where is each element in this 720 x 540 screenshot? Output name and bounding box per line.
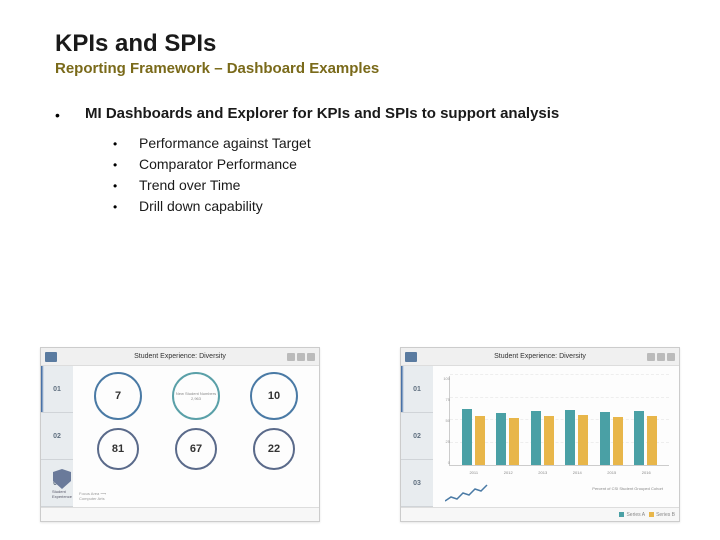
dash2-header-icons (647, 353, 675, 361)
sub-bullet-text: Drill down capability (139, 198, 263, 214)
sub-bullet: • Performance against Target (113, 135, 665, 153)
gauge: 7 (94, 372, 142, 420)
sidebar-segment: 02 (401, 413, 433, 460)
sub-bullet: • Trend over Time (113, 177, 665, 195)
sub-bullet: • Comparator Performance (113, 156, 665, 174)
bullet-dot: • (113, 156, 121, 174)
main-bullet: • MI Dashboards and Explorer for KPIs an… (55, 105, 665, 125)
bar (509, 418, 519, 465)
bar (600, 412, 610, 465)
gauge: 22 (253, 428, 295, 470)
bar-x-label: 2016 (626, 470, 666, 475)
sub-bullet-list: • Performance against Target • Comparator P… (113, 135, 665, 216)
bar (647, 416, 657, 466)
dashboard-thumbnail-2: Student Experience: Diversity 010203 100… (400, 347, 680, 522)
dash2-bar-plot: 1007550250 201120122013201420152016 (449, 376, 669, 466)
bar (475, 416, 485, 466)
dash1-header-title: Student Experience: Diversity (134, 353, 226, 360)
gauge: 81 (97, 428, 139, 470)
dash1-footer: StudentExperience (41, 507, 319, 521)
bar-group: 2011 (462, 409, 485, 465)
dash1-badge: StudentExperience (47, 469, 77, 505)
gauge: New Student Numbers 2,963 (172, 372, 220, 420)
dash2-footer: Series A Series B (401, 507, 679, 521)
sub-bullet-text: Comparator Performance (139, 156, 297, 172)
dash1-header: Student Experience: Diversity (41, 348, 319, 366)
dash1-logo-icon (45, 352, 57, 362)
bar (634, 411, 644, 465)
dashboard-thumbnail-1: Student Experience: Diversity 010203 7Ne… (40, 347, 320, 522)
bar (544, 416, 554, 465)
gauge-value: 22 (268, 443, 280, 455)
bar-group: 2014 (565, 410, 588, 465)
bar-group: 2016 (634, 411, 657, 465)
dash2-header: Student Experience: Diversity (401, 348, 679, 366)
sidebar-segment: 01 (41, 366, 73, 413)
bar-group: 2013 (531, 411, 554, 465)
sub-bullet-text: Trend over Time (139, 177, 240, 193)
dash2-main: 1007550250 201120122013201420152016 Perc… (433, 366, 679, 507)
dash1-header-icons (287, 353, 315, 361)
bar-group: 2012 (496, 413, 519, 465)
gauge-label: New Student Numbers 2,963 (174, 391, 218, 401)
dashboard-thumbnails: Student Experience: Diversity 010203 7Ne… (40, 347, 680, 522)
slide-title: KPIs and SPIs (55, 30, 665, 58)
gauge: 10 (250, 372, 298, 420)
gauge: 67 (175, 428, 217, 470)
dash2-caption: Percent of CSI Student Grouped Cohort (592, 486, 663, 491)
gauge-value: 10 (268, 390, 280, 402)
dash1-main: 7 New Student Numbers 2,963 10 81 67 22 Focu… (73, 366, 319, 507)
sidebar-segment: 03 (401, 460, 433, 507)
dash2-sparkline (445, 483, 489, 503)
bar (565, 410, 575, 465)
gauge-value: 81 (112, 443, 124, 455)
dash2-logo-icon (405, 352, 417, 362)
sidebar-segment: 02 (41, 413, 73, 460)
dash2-sidebar: 010203 (401, 366, 433, 507)
legend-chip: Series A (619, 512, 645, 518)
sub-bullet: • Drill down capability (113, 198, 665, 216)
sidebar-segment: 01 (401, 366, 433, 413)
bullet-dot: • (113, 177, 121, 195)
dash1-gauge-row-bottom: 81 67 22 (79, 428, 313, 470)
dash2-y-axis: 1007550250 (440, 376, 450, 465)
bar (531, 411, 541, 465)
legend-chip: Series B (649, 512, 675, 518)
bar-group: 2015 (600, 412, 623, 465)
bullet-dot: • (113, 135, 121, 153)
dash1-note: Focus Area ⟶Computer Arts (79, 491, 106, 501)
slide-subtitle: Reporting Framework – Dashboard Examples (55, 60, 665, 77)
bullet-dot: • (113, 198, 121, 216)
sub-bullet-text: Performance against Target (139, 135, 311, 151)
gauge-value: 67 (190, 443, 202, 455)
dash2-header-title: Student Experience: Diversity (494, 353, 586, 360)
gauge-value: 7 (115, 390, 121, 402)
bar (578, 415, 588, 465)
bar (496, 413, 506, 465)
bullet-dot: • (55, 105, 63, 125)
bar (613, 417, 623, 465)
bar (462, 409, 472, 465)
shield-icon (53, 469, 71, 489)
dash1-gauge-row-top: 7 New Student Numbers 2,963 10 (79, 372, 313, 420)
main-bullet-text: MI Dashboards and Explorer for KPIs and … (85, 105, 559, 122)
